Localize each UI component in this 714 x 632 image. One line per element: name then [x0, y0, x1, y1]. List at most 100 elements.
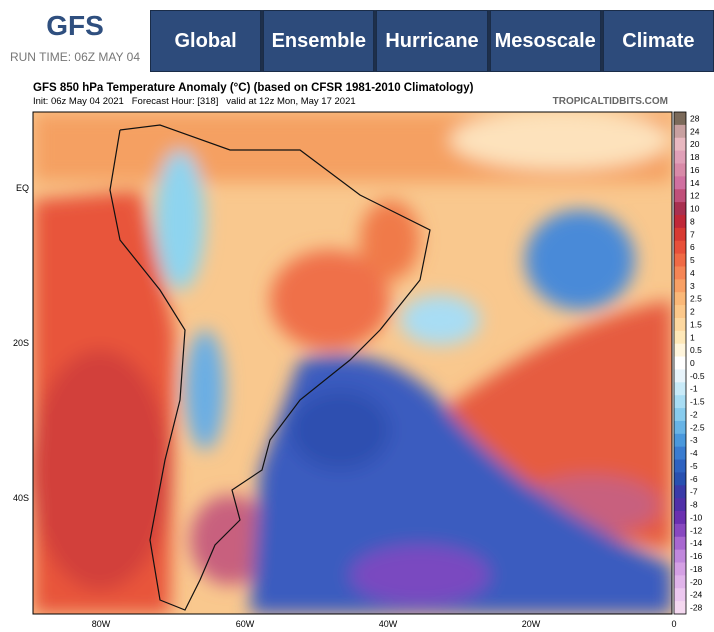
colorbar-label: 0	[690, 358, 695, 368]
colorbar-label: -12	[690, 525, 703, 535]
colorbar-swatch	[674, 562, 686, 576]
colorbar-label: 1	[690, 332, 695, 342]
run-time: RUN TIME: 06Z MAY 04	[9, 50, 141, 64]
colorbar-swatch	[674, 536, 686, 551]
colorbar-swatch	[674, 292, 686, 306]
colorbar-swatch	[674, 112, 686, 126]
colorbar-swatch	[674, 382, 686, 396]
colorbar-swatch	[674, 214, 686, 229]
colorbar-label: -14	[690, 538, 703, 548]
lat-label: EQ	[16, 183, 29, 193]
lon-label: 40W	[379, 619, 398, 629]
colorbar-swatch	[674, 395, 686, 409]
nav-bar: Global Ensemble Hurricane Mesoscale Clim…	[150, 10, 714, 72]
colorbar-swatch	[674, 498, 686, 512]
map-title: GFS 850 hPa Temperature Anomaly (°C) (ba…	[33, 82, 474, 94]
map-subtitle: Init: 06z May 04 2021 Forecast Hour: [31…	[33, 96, 356, 107]
colorbar-swatch	[674, 433, 686, 448]
colorbar-label: -6	[690, 474, 698, 484]
lon-label: 80W	[92, 619, 111, 629]
lon-label: 0	[671, 619, 676, 629]
colorbar-label: -16	[690, 551, 703, 561]
nav-button[interactable]: Hurricane	[376, 10, 488, 72]
colorbar-swatch	[674, 446, 686, 461]
colorbar-label: 10	[690, 204, 700, 214]
colorbar-swatch	[674, 356, 686, 370]
colorbar-swatch	[674, 588, 686, 602]
colorbar-label: 8	[690, 216, 695, 226]
colorbar-label: -10	[690, 512, 703, 522]
lat-label: 20S	[13, 338, 29, 348]
colorbar-swatch	[674, 485, 686, 499]
colorbar-label: -8	[690, 500, 698, 510]
colorbar-swatch	[674, 279, 686, 293]
colorbar-swatch	[674, 601, 686, 615]
colorbar-label: 24	[690, 126, 700, 136]
colorbar-label: -5	[690, 461, 698, 471]
colorbar-swatch	[674, 266, 686, 280]
colorbar-label: -7	[690, 487, 698, 497]
colorbar-label: -1	[690, 384, 698, 394]
colorbar-label: 1.5	[690, 319, 702, 329]
colorbar-swatch	[674, 305, 686, 319]
colorbar-swatch	[674, 124, 686, 139]
colorbar-swatch	[674, 523, 686, 538]
lon-label: 20W	[522, 619, 541, 629]
colorbar-label: 5	[690, 255, 695, 265]
colorbar-label: 12	[690, 191, 700, 201]
colorbar-label: -24	[690, 590, 703, 600]
colorbar: 28 24 20 18 16 14 12 10 8 7 6 5 4 3 2.5 2 1.5 1 0.5 0 -0.5 -1…	[673, 111, 705, 615]
map-image	[33, 112, 672, 614]
colorbar-swatch	[674, 420, 686, 435]
colorbar-label: 4	[690, 268, 695, 278]
colorbar-label: 2.5	[690, 294, 702, 304]
colorbar-frame	[673, 111, 687, 615]
colorbar-swatch	[674, 472, 686, 486]
colorbar-label: -20	[690, 577, 703, 587]
colorbar-label: 28	[690, 113, 700, 123]
watermark: TROPICALTIDBITS.COM	[553, 96, 668, 107]
colorbar-label: -28	[690, 603, 703, 613]
colorbar-label: -0.5	[690, 371, 705, 381]
colorbar-swatch	[674, 240, 686, 255]
colorbar-label: 6	[690, 242, 695, 252]
nav-button[interactable]: Mesoscale	[489, 10, 601, 72]
logo[interactable]: GFS	[46, 10, 104, 41]
colorbar-swatch	[674, 511, 686, 525]
colorbar-label: 2	[690, 307, 695, 317]
colorbar-swatch	[674, 137, 686, 152]
colorbar-swatch	[674, 317, 686, 332]
colorbar-label: 14	[690, 178, 700, 188]
colorbar-swatch	[674, 369, 686, 383]
colorbar-swatch	[674, 575, 686, 589]
colorbar-swatch	[674, 549, 686, 564]
colorbar-swatch	[674, 227, 686, 242]
colorbar-label: -18	[690, 564, 703, 574]
nav-button[interactable]: Global	[150, 10, 262, 72]
colorbar-swatch	[674, 459, 686, 473]
colorbar-label: 16	[690, 165, 700, 175]
colorbar-label: -2.5	[690, 422, 705, 432]
colorbar-label: 18	[690, 152, 700, 162]
colorbar-swatch	[674, 330, 686, 345]
colorbar-swatch	[674, 189, 686, 203]
colorbar-swatch	[674, 163, 686, 177]
colorbar-label: -1.5	[690, 397, 705, 407]
colorbar-label: -4	[690, 448, 698, 458]
colorbar-label: 3	[690, 281, 695, 291]
lat-label: 40S	[13, 493, 29, 503]
colorbar-label: 7	[690, 229, 695, 239]
nav-button[interactable]: Climate	[602, 10, 714, 72]
nav-button[interactable]: Ensemble	[263, 10, 375, 72]
colorbar-label: 20	[690, 139, 700, 149]
colorbar-label: 0.5	[690, 345, 702, 355]
colorbar-swatch	[674, 176, 686, 190]
colorbar-swatch	[674, 150, 686, 164]
colorbar-swatch	[674, 202, 686, 216]
colorbar-label: -2	[690, 409, 698, 419]
colorbar-label: -3	[690, 435, 698, 445]
colorbar-swatch	[674, 253, 686, 267]
lon-label: 60W	[236, 619, 255, 629]
